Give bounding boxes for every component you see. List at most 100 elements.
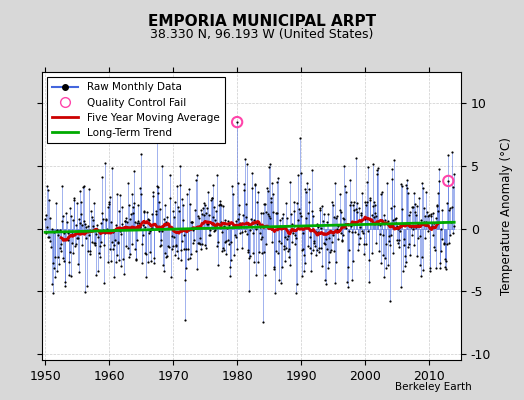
Point bbox=[450, 171, 458, 178]
Point bbox=[113, 191, 122, 197]
Point bbox=[239, 181, 248, 188]
Point bbox=[297, 213, 305, 220]
Point bbox=[173, 183, 182, 189]
Point bbox=[61, 279, 70, 285]
Point bbox=[233, 119, 242, 125]
Point bbox=[209, 214, 217, 220]
Point bbox=[263, 185, 271, 192]
Point bbox=[258, 319, 267, 326]
Point bbox=[427, 213, 435, 219]
Point bbox=[97, 219, 105, 226]
Point bbox=[242, 201, 250, 208]
Point bbox=[80, 289, 89, 295]
Point bbox=[222, 238, 230, 245]
Point bbox=[375, 248, 383, 254]
Point bbox=[246, 227, 255, 234]
Point bbox=[398, 206, 406, 212]
Point bbox=[440, 264, 449, 270]
Point bbox=[412, 212, 421, 218]
Point bbox=[411, 201, 419, 207]
Point bbox=[443, 200, 451, 206]
Point bbox=[152, 208, 160, 215]
Point bbox=[403, 189, 412, 196]
Point bbox=[332, 215, 341, 222]
Point bbox=[267, 198, 276, 205]
Point bbox=[182, 265, 191, 271]
Point bbox=[158, 163, 167, 169]
Point bbox=[96, 254, 104, 260]
Point bbox=[45, 234, 53, 240]
Point bbox=[297, 170, 305, 176]
Point bbox=[191, 177, 200, 184]
Point bbox=[317, 225, 325, 232]
Point bbox=[347, 277, 356, 283]
Point bbox=[50, 229, 58, 236]
Point bbox=[132, 256, 140, 262]
Point bbox=[231, 234, 239, 241]
Point bbox=[436, 265, 444, 271]
Point bbox=[280, 257, 289, 264]
Point bbox=[101, 160, 110, 166]
Point bbox=[387, 204, 396, 211]
Point bbox=[408, 204, 417, 210]
Point bbox=[307, 250, 315, 256]
Point bbox=[324, 210, 332, 217]
Point bbox=[305, 198, 313, 205]
Point bbox=[93, 221, 101, 228]
Point bbox=[301, 186, 310, 192]
Point bbox=[379, 274, 388, 280]
Point bbox=[316, 205, 324, 211]
Point bbox=[292, 289, 300, 296]
Point bbox=[374, 221, 383, 227]
Point bbox=[314, 249, 323, 256]
Point bbox=[220, 223, 228, 230]
Point bbox=[423, 209, 431, 215]
Point bbox=[258, 234, 266, 240]
Point bbox=[341, 183, 349, 190]
Point bbox=[122, 215, 130, 222]
Point bbox=[255, 230, 264, 236]
Point bbox=[423, 213, 432, 219]
Point bbox=[330, 214, 339, 220]
Point bbox=[287, 211, 295, 217]
Point bbox=[60, 258, 68, 265]
Point bbox=[398, 182, 407, 189]
Point bbox=[368, 161, 377, 167]
Point bbox=[253, 221, 261, 227]
Point bbox=[141, 274, 150, 280]
Point bbox=[105, 199, 113, 206]
Point bbox=[110, 274, 118, 280]
Point bbox=[180, 245, 188, 252]
Point bbox=[444, 178, 453, 184]
Point bbox=[176, 163, 184, 169]
Point bbox=[66, 249, 74, 255]
Point bbox=[359, 230, 367, 237]
Point bbox=[350, 206, 358, 213]
Point bbox=[401, 252, 409, 259]
Point bbox=[168, 246, 176, 252]
Point bbox=[44, 187, 52, 193]
Point bbox=[313, 224, 322, 230]
Point bbox=[183, 256, 192, 263]
Point bbox=[174, 255, 183, 262]
Point bbox=[71, 243, 79, 250]
Point bbox=[166, 171, 174, 178]
Point bbox=[343, 278, 351, 285]
Text: EMPORIA MUNICIPAL ARPT: EMPORIA MUNICIPAL ARPT bbox=[148, 14, 376, 29]
Point bbox=[42, 211, 50, 218]
Point bbox=[370, 199, 378, 206]
Point bbox=[407, 231, 416, 238]
Point bbox=[97, 174, 106, 180]
Point bbox=[145, 217, 154, 223]
Point bbox=[88, 239, 96, 245]
Point bbox=[357, 210, 366, 216]
Point bbox=[43, 224, 51, 230]
Point bbox=[230, 252, 238, 258]
Point bbox=[394, 226, 402, 232]
Point bbox=[341, 221, 350, 228]
Point bbox=[170, 214, 178, 220]
Point bbox=[403, 176, 411, 183]
Point bbox=[187, 219, 195, 226]
Point bbox=[419, 185, 428, 191]
Point bbox=[355, 205, 363, 211]
